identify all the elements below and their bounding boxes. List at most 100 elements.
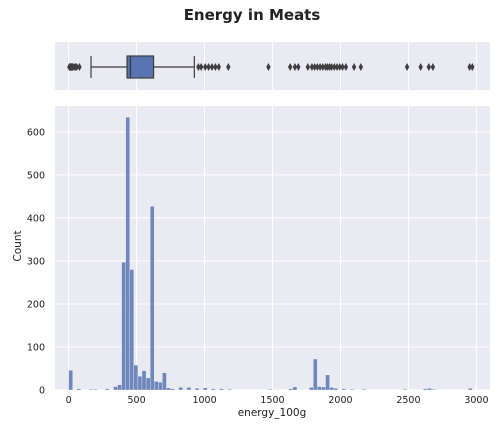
outlier-point bbox=[292, 63, 298, 71]
outlier-point bbox=[404, 63, 410, 71]
histogram-bar bbox=[292, 386, 298, 391]
outlier-point bbox=[332, 63, 337, 71]
x-tick-label: 0 bbox=[66, 395, 72, 406]
y-tick-label: 100 bbox=[27, 342, 45, 353]
chart-title: Energy in Meats bbox=[183, 6, 321, 24]
outlier-point bbox=[351, 63, 357, 71]
histogram-bar bbox=[325, 374, 330, 391]
histogram-bar bbox=[129, 269, 134, 391]
outlier-point bbox=[77, 63, 82, 71]
histogram-bar bbox=[431, 388, 436, 391]
outlier-point bbox=[340, 63, 345, 71]
histogram-bar bbox=[121, 262, 126, 391]
outlier-point bbox=[196, 63, 201, 71]
histogram-bar bbox=[468, 388, 473, 391]
outlier-point bbox=[312, 63, 317, 71]
histogram-bar bbox=[105, 388, 110, 391]
histogram-bar bbox=[423, 388, 428, 391]
outlier-point bbox=[430, 63, 436, 71]
outlier-point bbox=[226, 63, 231, 71]
histogram-bar bbox=[137, 376, 143, 391]
histogram-bar bbox=[309, 387, 314, 391]
outlier-point bbox=[198, 63, 204, 71]
outlier-point bbox=[305, 63, 311, 71]
histogram-bar bbox=[362, 388, 367, 391]
y-tick-label: 500 bbox=[27, 170, 45, 181]
histogram-bar bbox=[341, 388, 347, 391]
x-tick-label: 2000 bbox=[328, 395, 352, 406]
histogram-bar bbox=[113, 386, 118, 391]
outlier-point bbox=[209, 63, 215, 71]
outlier-point bbox=[213, 63, 218, 71]
x-tick-label: 500 bbox=[127, 395, 145, 406]
outlier-point bbox=[287, 63, 293, 71]
histogram-bar bbox=[219, 388, 224, 391]
histogram-bar bbox=[268, 388, 273, 391]
x-tick-label: 2500 bbox=[396, 395, 420, 406]
histogram-bar bbox=[178, 387, 183, 391]
outlier-point bbox=[334, 63, 340, 71]
histogram-bar bbox=[154, 381, 159, 391]
histogram-bar bbox=[317, 386, 322, 391]
histogram-bar bbox=[133, 364, 139, 391]
histogram-bar bbox=[92, 388, 98, 391]
histogram-bar bbox=[166, 387, 171, 391]
x-tick-labels: 0 500 1000 1500 2000 2500 3000 bbox=[66, 395, 489, 406]
histogram-bar bbox=[211, 388, 216, 391]
outlier-point bbox=[470, 63, 475, 71]
outlier-point bbox=[418, 63, 423, 71]
histogram-bar bbox=[203, 387, 208, 391]
histogram-bar bbox=[162, 372, 167, 391]
histogram-bar bbox=[150, 206, 155, 391]
histogram-bar bbox=[313, 358, 318, 391]
histogram-bar bbox=[76, 388, 81, 391]
y-tick-label: 600 bbox=[27, 127, 45, 138]
histogram-bar bbox=[194, 388, 200, 391]
histogram-bar bbox=[145, 377, 151, 391]
outlier-point bbox=[315, 63, 320, 71]
y-tick-label: 400 bbox=[27, 213, 45, 224]
histogram-bar bbox=[321, 386, 326, 391]
histogram-bar bbox=[68, 370, 73, 391]
outlier-point bbox=[74, 63, 79, 71]
histogram-bars bbox=[68, 117, 473, 391]
histogram-bar bbox=[88, 388, 94, 391]
y-tick-label: 0 bbox=[39, 386, 45, 397]
box-iqr bbox=[126, 55, 155, 79]
x-tick-label: 1500 bbox=[260, 395, 284, 406]
histogram-bar bbox=[125, 117, 130, 391]
x-tick-label: 1000 bbox=[192, 395, 216, 406]
outlier-point bbox=[296, 63, 301, 71]
x-tick-label: 3000 bbox=[464, 395, 488, 406]
histogram-bar bbox=[427, 388, 432, 391]
outlier-point bbox=[467, 63, 472, 71]
histogram-bar bbox=[186, 387, 192, 391]
y-axis-label: Count bbox=[12, 230, 24, 261]
y-tick-label: 300 bbox=[27, 256, 45, 267]
histogram-bar bbox=[402, 388, 408, 391]
outlier-point bbox=[358, 63, 364, 71]
histogram-bar bbox=[158, 382, 163, 391]
outlier-point bbox=[266, 63, 271, 71]
outlier-point bbox=[317, 63, 323, 71]
outlier-point bbox=[426, 63, 432, 71]
histogram-bar bbox=[329, 387, 334, 391]
y-tick-labels: 0 100 200 300 400 500 600 bbox=[27, 127, 45, 396]
histogram-bar bbox=[349, 388, 355, 391]
y-tick-label: 200 bbox=[27, 299, 45, 310]
boxplot bbox=[67, 55, 475, 79]
histogram-bar bbox=[333, 388, 338, 391]
histogram-bar bbox=[170, 388, 175, 391]
histogram-bar bbox=[288, 388, 294, 391]
outlier-point bbox=[216, 63, 222, 71]
outlier-point bbox=[320, 63, 325, 71]
histogram-bar bbox=[227, 388, 232, 391]
outlier-point bbox=[309, 63, 315, 71]
outlier-point bbox=[329, 63, 334, 71]
histogram-bar bbox=[117, 384, 122, 391]
outlier-point bbox=[203, 63, 208, 71]
histogram-bar bbox=[141, 370, 147, 391]
outlier-point bbox=[343, 63, 349, 71]
outlier-point bbox=[337, 63, 342, 71]
